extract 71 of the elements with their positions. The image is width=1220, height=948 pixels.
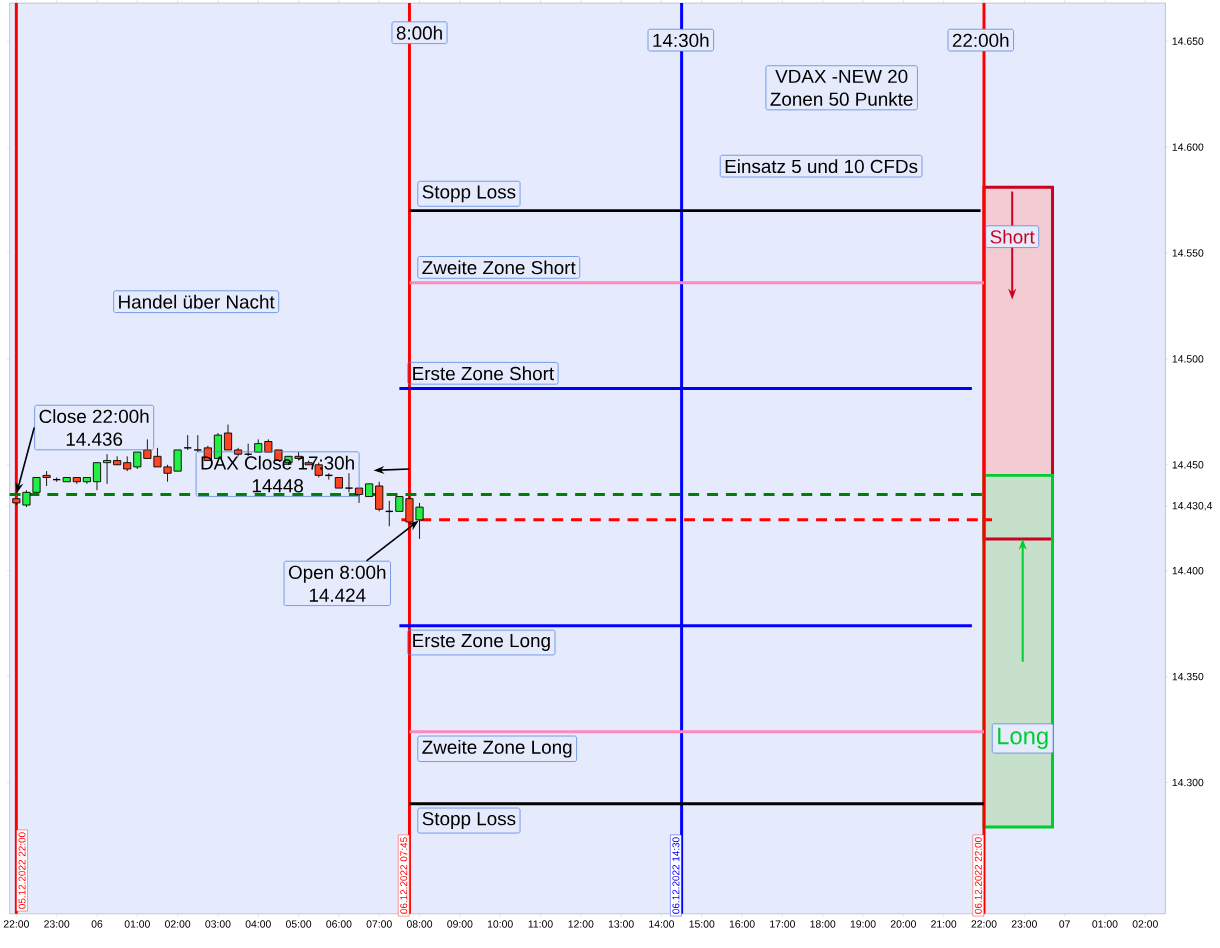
y-tick-label: 14.500: [1172, 355, 1204, 363]
x-tick-label: 10:00: [487, 920, 513, 928]
x-tick-label: 06:00: [326, 920, 352, 928]
x-tick-label: 01:00: [1092, 920, 1118, 928]
annotation: 14448: [252, 479, 303, 493]
candlestick: [375, 481, 384, 512]
candlestick: [344, 472, 354, 493]
ref-line-label: 06.12.2022 14:30: [672, 837, 680, 914]
y-tick-label: 14.430,4: [1172, 502, 1213, 511]
annotation: 8:00h: [396, 25, 442, 40]
annotation: DAX Close 17:30h: [201, 455, 354, 470]
ref-line-label: 06.12.2022 07:45: [400, 837, 408, 914]
candlestick: [223, 424, 233, 451]
band-label: Short: [990, 229, 1035, 244]
series-label: Stopp Loss: [422, 812, 516, 830]
annotation: Handel über Nacht: [119, 294, 275, 309]
y-tick-label: 14.550: [1172, 249, 1204, 257]
annotation: VDAX -NEW 20: [775, 69, 908, 84]
x-tick-label: 22:00: [971, 920, 997, 928]
x-tick-label: 16:00: [729, 920, 755, 928]
annotation: Einsatz 5 und 10 CFDs: [725, 159, 918, 174]
x-tick-label: 08:00: [406, 920, 433, 928]
x-tick-label: 20:00: [890, 920, 916, 928]
x-tick-label: 21:00: [931, 920, 957, 928]
x-tick-label: 07: [1059, 920, 1070, 928]
candlestick: [183, 434, 193, 451]
x-tick-label: 22:00: [3, 920, 29, 928]
x-tick-label: 09:00: [447, 920, 473, 928]
x-tick-label: 11:00: [528, 920, 553, 928]
candlestick: [92, 462, 102, 491]
candlestick: [113, 456, 122, 466]
annotation: Zonen 50 Punkte: [770, 92, 913, 107]
candlestick: [193, 434, 203, 453]
annotation: Close 22:00h: [39, 409, 149, 424]
annotation: 14:30h: [653, 33, 709, 48]
y-tick-label: 14.600: [1172, 143, 1204, 151]
x-tick-label: 02:00: [164, 920, 191, 928]
candlestick: [102, 453, 112, 485]
y-tick-label: 14.350: [1172, 673, 1204, 681]
annotation: 22:00h: [952, 33, 1009, 48]
annotation: 14.424: [309, 588, 366, 602]
series-label: Erste Zone Short: [413, 366, 555, 381]
x-tick-label: 06: [91, 920, 103, 928]
x-tick-label: 04:00: [245, 920, 271, 928]
y-tick-label: 14.400: [1172, 567, 1204, 575]
annotation: Open 8:00h: [288, 565, 386, 583]
x-tick-label: 07:00: [366, 920, 392, 928]
annotation: 14.436: [66, 432, 123, 446]
series-label: Zweite Zone Short: [422, 260, 576, 275]
x-tick-label: 15:00: [689, 920, 715, 928]
x-tick-label: 14:00: [649, 920, 675, 928]
series-label: Zweite Zone Long: [422, 740, 572, 758]
x-tick-label: 05:00: [285, 920, 312, 928]
y-tick-label: 14.450: [1172, 461, 1204, 469]
x-tick-label: 23:00: [1011, 920, 1037, 928]
x-tick-label: 12:00: [568, 920, 594, 928]
x-tick-label: 03:00: [205, 920, 231, 928]
x-tick-label: 13:00: [608, 920, 634, 928]
series-label: Stopp Loss: [422, 185, 516, 203]
ref-line-label: 05.12.2022 22:00: [18, 832, 26, 909]
y-tick-label: 14.300: [1172, 778, 1204, 787]
x-tick-label: 02:00: [1132, 920, 1158, 928]
band-label: Long: [998, 727, 1048, 750]
x-tick-label: 19:00: [850, 920, 876, 928]
x-tick-label: 18:00: [810, 920, 836, 928]
x-tick-label: 17:00: [770, 920, 796, 928]
series-label: Erste Zone Long: [413, 634, 550, 652]
ref-line-label: 06.12.2022 22:00: [974, 837, 982, 914]
y-tick-label: 14.650: [1172, 37, 1204, 46]
x-tick-label: 23:00: [44, 920, 70, 928]
x-tick-label: 01:00: [124, 920, 150, 928]
